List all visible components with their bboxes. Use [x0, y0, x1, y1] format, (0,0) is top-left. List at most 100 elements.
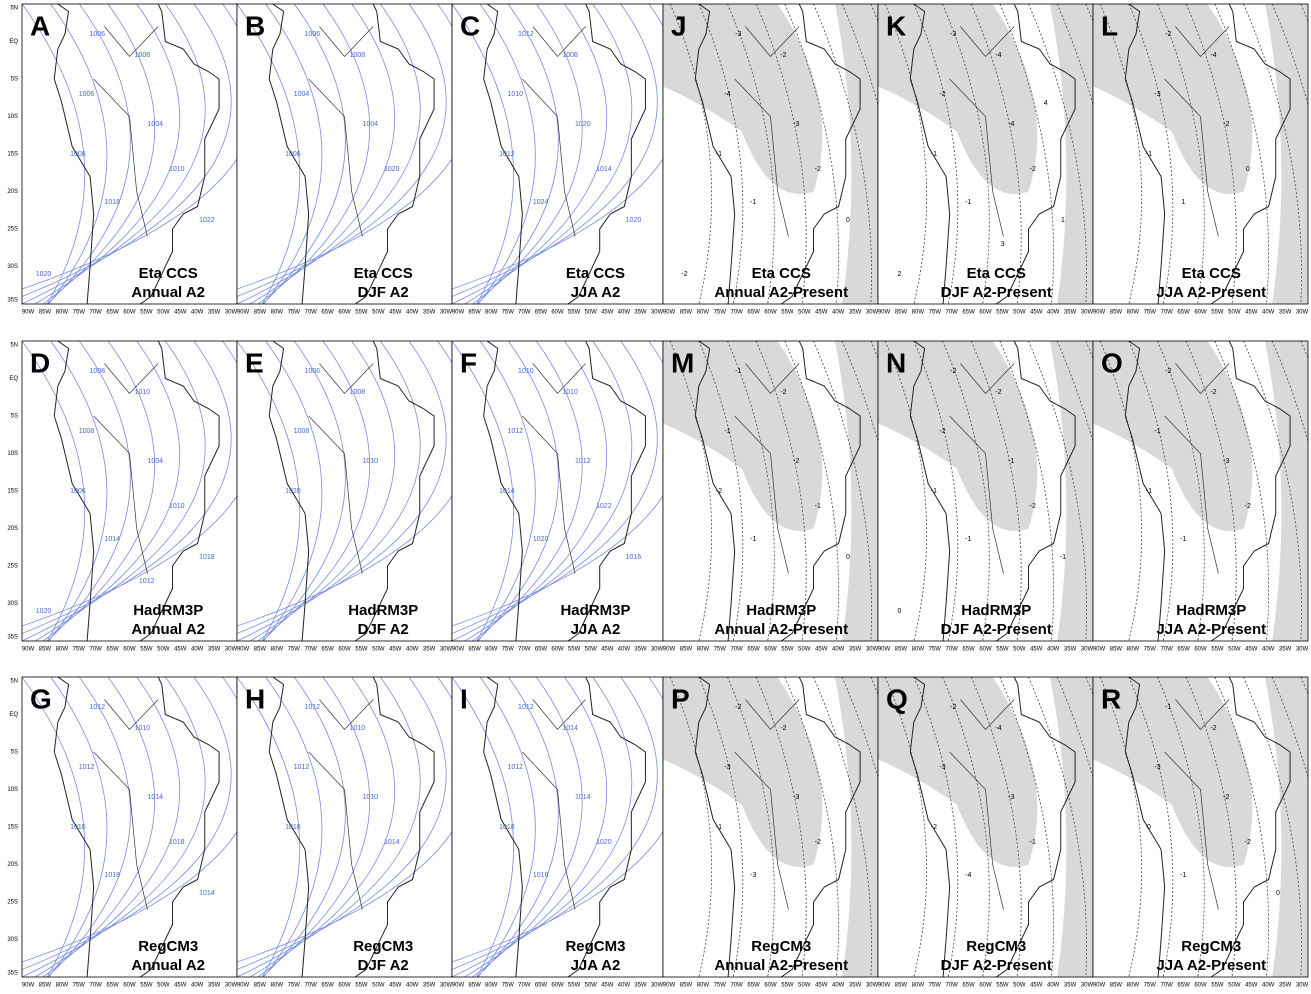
borders — [1164, 363, 1230, 574]
lon-tick-label: 55W — [996, 310, 1009, 316]
contour-label: -2 — [815, 839, 821, 846]
contour-label: -1 — [1030, 839, 1036, 846]
lon-tick-label: 75W — [714, 983, 727, 989]
lon-tick-label: 30W — [440, 310, 453, 316]
lat-tick-label: 15S — [7, 152, 18, 158]
lon-tick-label: 45W — [174, 310, 187, 316]
contour-label: 1014 — [575, 794, 591, 801]
contour-line — [237, 677, 301, 977]
lon-tick-label: 45W — [389, 310, 402, 316]
lon-tick-label: 30W — [1081, 983, 1094, 989]
contour-line — [1099, 341, 1142, 641]
coastline — [268, 341, 435, 641]
lon-tick-label: 45W — [815, 647, 828, 653]
lon-tick-label: 90W — [878, 647, 891, 653]
lon-tick-label: 55W — [568, 647, 581, 653]
contour-line — [669, 677, 712, 977]
contour-line — [261, 4, 346, 304]
contour-line — [841, 4, 878, 107]
contour-line — [46, 677, 131, 977]
lon-tick-label: 60W — [551, 647, 564, 653]
panel-caption: HadRM3P — [348, 602, 418, 619]
contour-line — [755, 341, 807, 641]
borders — [93, 699, 159, 910]
lon-tick-label: 75W — [714, 647, 727, 653]
contour-label: -1 — [1060, 554, 1066, 561]
lat-tick-label: EQ — [9, 712, 18, 718]
lon-tick-label: 30W — [1296, 310, 1309, 316]
panel-letter: E — [245, 347, 264, 378]
contour-label: 1 — [1181, 199, 1185, 206]
contour-label: 1010 — [508, 91, 524, 98]
lon-tick-label: 50W — [798, 310, 811, 316]
panel-letter: Q — [886, 683, 908, 714]
lon-tick-label: 75W — [288, 310, 301, 316]
contour-line — [784, 4, 839, 304]
contour-line — [1157, 677, 1205, 977]
contour-line — [248, 4, 396, 304]
panel-frame — [1092, 3, 1309, 305]
lon-tick-label: 55W — [355, 647, 368, 653]
lon-tick-label: 80W — [271, 647, 284, 653]
lon-tick-label: 35W — [849, 647, 862, 653]
contour-label: -2 — [1030, 503, 1036, 510]
panel-caption: Eta CCS — [566, 265, 625, 282]
lon-tick-label: 30W — [866, 647, 879, 653]
contour-label: -2 — [780, 725, 786, 732]
contour-label: -1 — [965, 536, 971, 543]
contour-line — [263, 677, 323, 977]
contour-line — [48, 4, 108, 304]
panel-caption: HadRM3P — [133, 602, 203, 619]
lon-tick-label: 85W — [895, 983, 908, 989]
contour-label: -2 — [931, 824, 937, 831]
lon-tick-label: 70W — [945, 983, 958, 989]
contour-label: -2 — [939, 428, 945, 435]
lat-tick-label: 35S — [7, 298, 18, 304]
lon-tick-label: 30W — [1296, 983, 1309, 989]
contour-line — [727, 4, 775, 304]
coastline — [483, 4, 646, 304]
lon-tick-label: 50W — [584, 983, 597, 989]
lon-tick-label: 90W — [452, 647, 465, 653]
borders — [93, 363, 159, 574]
panel-caption: RegCM3 — [1181, 938, 1241, 955]
shading — [835, 341, 878, 641]
contour-label: -1 — [1146, 488, 1152, 495]
contour-line — [942, 4, 990, 304]
panel-frame — [1092, 340, 1309, 642]
contour-label: 1012 — [294, 764, 310, 771]
map-panel — [22, 677, 237, 977]
lon-tick-label: 70W — [89, 310, 102, 316]
contour-line — [22, 677, 232, 970]
lon-tick-label: 60W — [979, 983, 992, 989]
contour-line — [476, 4, 559, 304]
lon-tick-label: 40W — [191, 310, 204, 316]
lon-tick-label: 65W — [747, 310, 760, 316]
panel-letter: D — [30, 347, 50, 378]
contour-label: 1010 — [135, 389, 151, 396]
panel-caption: HadRM3P — [961, 602, 1031, 619]
panel-letter: M — [671, 347, 694, 378]
contour-line — [33, 677, 181, 977]
lon-tick-label: 75W — [929, 647, 942, 653]
lon-tick-label: 80W — [271, 310, 284, 316]
lon-tick-label: 30W — [1296, 647, 1309, 653]
shading — [1050, 341, 1093, 641]
lon-tick-label: 50W — [372, 310, 385, 316]
lon-tick-label: 45W — [601, 983, 614, 989]
lon-tick-label: 45W — [1245, 983, 1258, 989]
lon-tick-label: 30W — [866, 310, 879, 316]
contour-line — [46, 341, 131, 641]
lat-tick-label: 5S — [11, 414, 18, 420]
contour-label: -4 — [724, 91, 730, 98]
contour-label: -4 — [965, 872, 971, 879]
shading — [1265, 341, 1308, 641]
panel-letter: R — [1101, 683, 1121, 714]
lon-tick-label: 60W — [979, 647, 992, 653]
lon-tick-label: 90W — [878, 983, 891, 989]
contour-label: 1016 — [285, 824, 301, 831]
borders — [522, 26, 586, 237]
contour-label: -2 — [780, 389, 786, 396]
contour-label: -2 — [1165, 368, 1171, 375]
lon-tick-label: 85W — [254, 983, 267, 989]
